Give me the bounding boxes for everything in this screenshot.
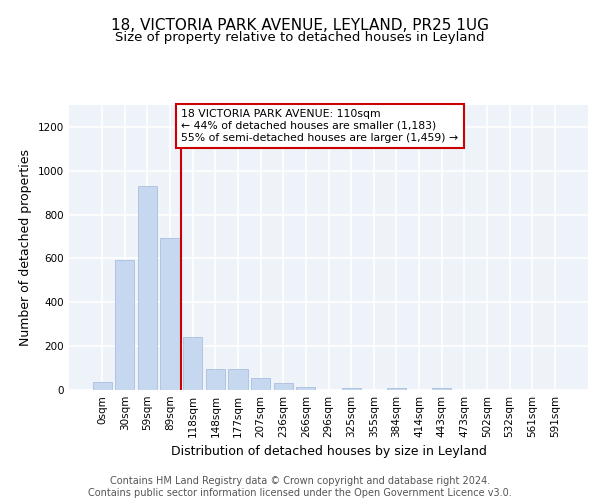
Bar	[160, 238, 180, 390]
Text: 18 VICTORIA PARK AVENUE: 110sqm
← 44% of detached houses are smaller (1,183)
55%: 18 VICTORIA PARK AVENUE: 110sqm ← 44% of…	[181, 110, 458, 142]
Bar	[341, 388, 361, 390]
Bar	[387, 388, 406, 390]
X-axis label: Distribution of detached houses by size in Leyland: Distribution of detached houses by size …	[170, 446, 487, 458]
Bar	[138, 186, 157, 390]
Bar	[183, 338, 202, 390]
Text: Contains HM Land Registry data © Crown copyright and database right 2024.
Contai: Contains HM Land Registry data © Crown c…	[88, 476, 512, 498]
Bar	[432, 388, 451, 390]
Bar	[92, 382, 112, 390]
Y-axis label: Number of detached properties: Number of detached properties	[19, 149, 32, 346]
Bar	[274, 384, 293, 390]
Bar	[296, 386, 316, 390]
Bar	[115, 260, 134, 390]
Bar	[229, 369, 248, 390]
Bar	[206, 369, 225, 390]
Text: 18, VICTORIA PARK AVENUE, LEYLAND, PR25 1UG: 18, VICTORIA PARK AVENUE, LEYLAND, PR25 …	[111, 18, 489, 32]
Text: Size of property relative to detached houses in Leyland: Size of property relative to detached ho…	[115, 31, 485, 44]
Bar	[251, 378, 270, 390]
